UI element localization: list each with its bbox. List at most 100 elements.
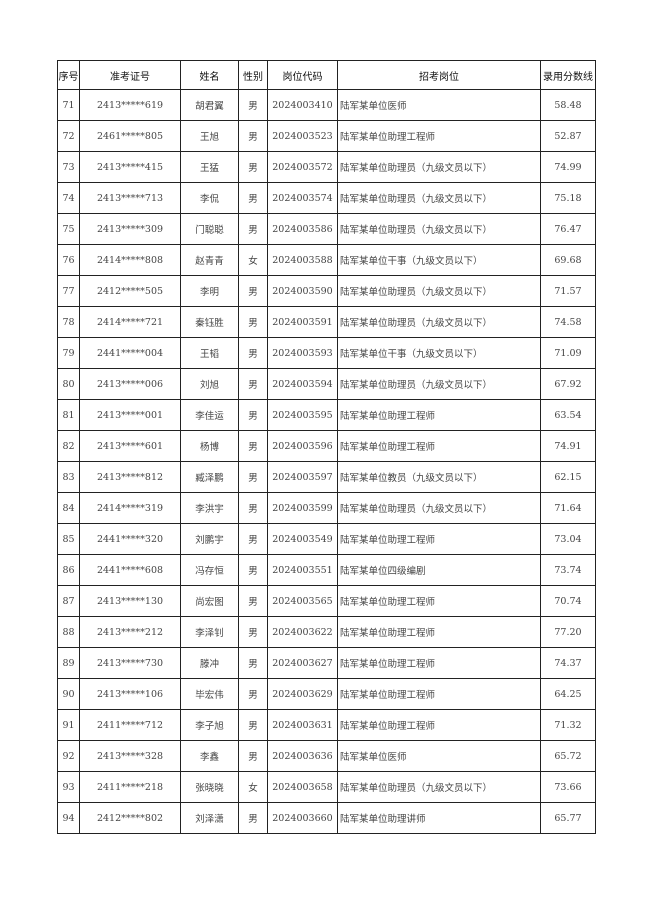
cell-exam-id: 2414*****319 bbox=[79, 492, 181, 524]
cell-post-code: 2024003574 bbox=[267, 182, 338, 214]
cell-exam-id: 2413*****106 bbox=[79, 678, 181, 710]
cell-post-code: 2024003523 bbox=[267, 120, 338, 152]
cell-exam-id: 2441*****608 bbox=[79, 554, 181, 586]
cell-name: 刘旭 bbox=[180, 368, 239, 400]
table-row: 74 2413*****713 李侃男 2024003574 陆军某单位助理员（九级文员… bbox=[57, 182, 596, 214]
cell-seq: 74 bbox=[57, 182, 80, 214]
cell-seq: 81 bbox=[57, 399, 80, 431]
cell-exam-id: 2413*****730 bbox=[79, 647, 181, 679]
cell-exam-id: 2411*****712 bbox=[79, 709, 181, 741]
cell-gender: 男 bbox=[238, 213, 268, 245]
table-row: 78 2414*****721 秦钰胜男 2024003591 陆军某单位助理员（九级文… bbox=[57, 306, 596, 338]
cell-name: 毕宏伟 bbox=[180, 678, 239, 710]
cell-post-code: 2024003636 bbox=[267, 740, 338, 772]
cell-score: 69.68 bbox=[540, 244, 596, 276]
cell-score: 76.47 bbox=[540, 213, 596, 245]
cell-post-code: 2024003622 bbox=[267, 616, 338, 648]
cell-seq: 89 bbox=[57, 647, 80, 679]
cell-score: 71.64 bbox=[540, 492, 596, 524]
cell-name: 王韬 bbox=[180, 337, 239, 369]
cell-exam-id: 2413*****001 bbox=[79, 399, 181, 431]
cell-score: 71.57 bbox=[540, 275, 596, 307]
cell-score: 71.32 bbox=[540, 709, 596, 741]
cell-gender: 男 bbox=[238, 492, 268, 524]
cell-seq: 92 bbox=[57, 740, 80, 772]
cell-post-code: 2024003594 bbox=[267, 368, 338, 400]
cell-seq: 87 bbox=[57, 585, 80, 617]
table-row: 81 2413*****001 李佳运男 2024003595 陆军某单位助理工程师 63… bbox=[57, 399, 596, 431]
cell-exam-id: 2413*****328 bbox=[79, 740, 181, 772]
cell-score: 73.66 bbox=[540, 771, 596, 803]
cell-score: 62.15 bbox=[540, 461, 596, 493]
cell-post-code: 2024003588 bbox=[267, 244, 338, 276]
cell-seq: 85 bbox=[57, 523, 80, 555]
cell-gender: 女 bbox=[238, 244, 268, 276]
table-row: 86 2441*****608 冯存恒男 2024003551 陆军某单位四级编剧 73.… bbox=[57, 554, 596, 586]
table-row: 87 2413*****130 尚宏图男 2024003565 陆军某单位助理工程师 70… bbox=[57, 585, 596, 617]
cell-seq: 83 bbox=[57, 461, 80, 493]
cell-name: 赵青青 bbox=[180, 244, 239, 276]
cell-post: 陆军某单位助理工程师 bbox=[337, 647, 541, 679]
cell-post: 陆军某单位医师 bbox=[337, 89, 541, 121]
cell-post-code: 2024003549 bbox=[267, 523, 338, 555]
results-table: 序号 准考证号 姓名 性别 岗位代码 招考岗位 录用分数线 71 2413*****619 胡君… bbox=[57, 60, 596, 834]
cell-score: 73.74 bbox=[540, 554, 596, 586]
cell-gender: 男 bbox=[238, 585, 268, 617]
cell-seq: 86 bbox=[57, 554, 80, 586]
cell-gender: 男 bbox=[238, 151, 268, 183]
table-row: 73 2413*****415 王猛男 2024003572 陆军某单位助理员（九级文员… bbox=[57, 151, 596, 183]
cell-name: 门聪聪 bbox=[180, 213, 239, 245]
cell-gender: 男 bbox=[238, 430, 268, 462]
cell-seq: 94 bbox=[57, 802, 80, 834]
cell-seq: 76 bbox=[57, 244, 80, 276]
header-row: 序号 准考证号 姓名 性别 岗位代码 招考岗位 录用分数线 bbox=[57, 60, 596, 90]
cell-post: 陆军某单位助理工程师 bbox=[337, 616, 541, 648]
cell-score: 64.25 bbox=[540, 678, 596, 710]
cell-name: 张晓晓 bbox=[180, 771, 239, 803]
cell-name: 杨博 bbox=[180, 430, 239, 462]
cell-score: 70.74 bbox=[540, 585, 596, 617]
cell-post-code: 2024003572 bbox=[267, 151, 338, 183]
cell-seq: 93 bbox=[57, 771, 80, 803]
cell-score: 67.92 bbox=[540, 368, 596, 400]
cell-name: 臧泽鹏 bbox=[180, 461, 239, 493]
cell-score: 74.91 bbox=[540, 430, 596, 462]
cell-seq: 72 bbox=[57, 120, 80, 152]
cell-name: 胡君翼 bbox=[180, 89, 239, 121]
header-post-code: 岗位代码 bbox=[267, 60, 338, 90]
header-seq: 序号 bbox=[57, 60, 80, 90]
cell-post: 陆军某单位助理员（九级文员以下） bbox=[337, 213, 541, 245]
cell-seq: 90 bbox=[57, 678, 80, 710]
cell-gender: 男 bbox=[238, 802, 268, 834]
cell-post: 陆军某单位干事（九级文员以下） bbox=[337, 337, 541, 369]
cell-post: 陆军某单位助理工程师 bbox=[337, 399, 541, 431]
cell-seq: 75 bbox=[57, 213, 80, 245]
cell-seq: 91 bbox=[57, 709, 80, 741]
table-row: 91 2411*****712 李子旭男 2024003631 陆军某单位助理工程师 71… bbox=[57, 709, 596, 741]
cell-exam-id: 2411*****218 bbox=[79, 771, 181, 803]
cell-post: 陆军某单位助理工程师 bbox=[337, 120, 541, 152]
cell-score: 75.18 bbox=[540, 182, 596, 214]
table-row: 80 2413*****006 刘旭男 2024003594 陆军某单位助理员（九级文员… bbox=[57, 368, 596, 400]
cell-post-code: 2024003595 bbox=[267, 399, 338, 431]
cell-name: 刘鹏宇 bbox=[180, 523, 239, 555]
cell-gender: 男 bbox=[238, 740, 268, 772]
cell-seq: 78 bbox=[57, 306, 80, 338]
cell-post: 陆军某单位助理员（九级文员以下） bbox=[337, 368, 541, 400]
cell-post-code: 2024003660 bbox=[267, 802, 338, 834]
cell-score: 58.48 bbox=[540, 89, 596, 121]
cell-post: 陆军某单位助理员（九级文员以下） bbox=[337, 151, 541, 183]
cell-score: 74.58 bbox=[540, 306, 596, 338]
cell-name: 王旭 bbox=[180, 120, 239, 152]
cell-exam-id: 2413*****619 bbox=[79, 89, 181, 121]
cell-post: 陆军某单位助理员（九级文员以下） bbox=[337, 771, 541, 803]
cell-gender: 女 bbox=[238, 771, 268, 803]
cell-post-code: 2024003599 bbox=[267, 492, 338, 524]
cell-gender: 男 bbox=[238, 554, 268, 586]
cell-seq: 82 bbox=[57, 430, 80, 462]
cell-post: 陆军某单位助理讲师 bbox=[337, 802, 541, 834]
cell-name: 李泽钊 bbox=[180, 616, 239, 648]
cell-score: 65.72 bbox=[540, 740, 596, 772]
header-exam-id: 准考证号 bbox=[79, 60, 181, 90]
cell-exam-id: 2413*****130 bbox=[79, 585, 181, 617]
